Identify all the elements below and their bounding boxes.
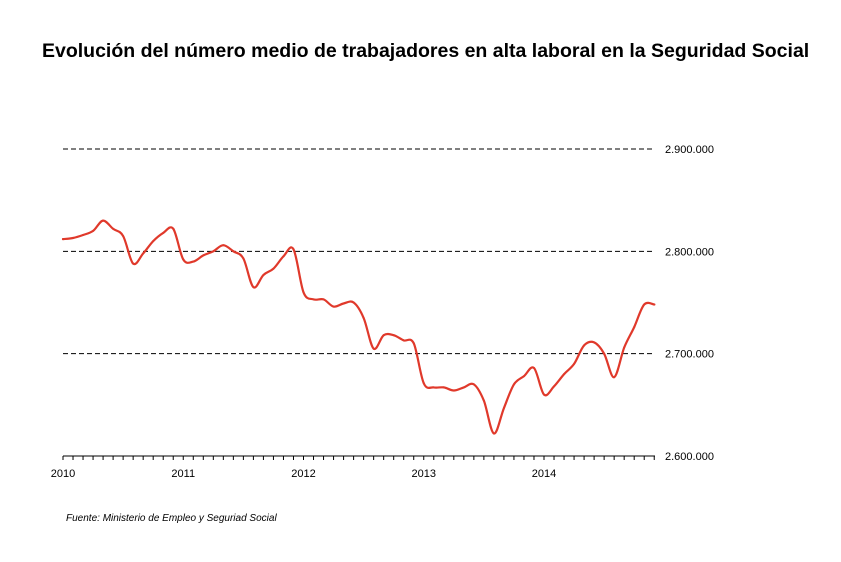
data-point	[222, 244, 225, 247]
data-point	[432, 386, 435, 389]
data-point	[643, 303, 646, 306]
x-tick-label: 2012	[291, 468, 315, 480]
source-note: Fuente: Ministerio de Empleo y Seguriad …	[66, 513, 277, 524]
data-point	[312, 298, 315, 301]
data-point	[122, 235, 125, 237]
data-point	[102, 219, 104, 222]
data-point	[442, 386, 445, 389]
data-point	[272, 267, 275, 270]
x-tick-label: 2010	[51, 468, 75, 480]
data-point	[192, 260, 195, 263]
chart-title: Evolución del número medio de trabajador…	[42, 40, 810, 62]
data-point	[553, 385, 555, 388]
data-point	[72, 237, 74, 239]
x-axis: 2010 2011 2012 2013 2014	[51, 456, 655, 480]
series-layer	[61, 219, 656, 435]
x-tick-label: 2013	[412, 468, 436, 480]
data-point	[322, 298, 325, 301]
data-point	[382, 334, 385, 337]
data-point	[372, 347, 375, 350]
data-point	[202, 254, 205, 257]
data-point	[342, 302, 345, 305]
data-point	[583, 344, 585, 347]
data-point	[112, 227, 115, 230]
y-tick-label: 2.600.000	[665, 451, 714, 463]
data-point	[633, 326, 636, 329]
data-point	[332, 305, 335, 308]
data-point	[533, 367, 535, 369]
data-point	[172, 227, 175, 230]
data-point	[482, 399, 485, 402]
x-tick-label: 2011	[171, 468, 195, 480]
data-point	[543, 393, 545, 396]
data-point	[492, 432, 495, 435]
data-point	[613, 376, 616, 379]
data-point	[252, 286, 255, 289]
data-point	[522, 375, 525, 378]
data-point	[212, 250, 215, 253]
data-point	[512, 383, 515, 386]
data-point	[503, 406, 505, 409]
data-point	[82, 234, 85, 236]
data-point	[92, 229, 95, 232]
series-line	[61, 219, 656, 435]
data-point	[162, 231, 165, 234]
data-point	[623, 346, 626, 349]
data-point	[352, 301, 355, 304]
data-point	[142, 252, 145, 255]
data-point	[292, 248, 295, 251]
y-tick-label: 2.700.000	[665, 349, 714, 361]
data-point	[462, 386, 465, 389]
data-point	[262, 273, 265, 276]
data-point	[412, 342, 415, 345]
y-tick-label: 2.800.000	[665, 246, 714, 258]
y-axis-labels: 2.600.000 2.700.000 2.800.000 2.900.000	[665, 144, 714, 463]
data-point	[242, 257, 245, 260]
gridlines	[63, 148, 655, 457]
x-tick-label: 2014	[532, 468, 556, 480]
data-point	[603, 352, 606, 355]
data-point	[362, 316, 365, 319]
data-point	[593, 341, 596, 344]
data-point	[132, 262, 135, 265]
data-point	[282, 255, 285, 258]
data-point	[472, 383, 475, 386]
data-point	[302, 291, 305, 294]
data-point	[62, 238, 64, 241]
data-point	[182, 258, 185, 261]
data-point	[653, 303, 656, 306]
data-point	[563, 373, 566, 376]
data-point	[232, 250, 235, 253]
data-point	[422, 382, 425, 385]
data-point	[402, 339, 405, 342]
data-point	[152, 240, 155, 243]
y-tick-label: 2.900.000	[665, 144, 714, 156]
data-point	[452, 389, 455, 392]
data-point	[573, 362, 576, 365]
data-point	[392, 334, 395, 337]
